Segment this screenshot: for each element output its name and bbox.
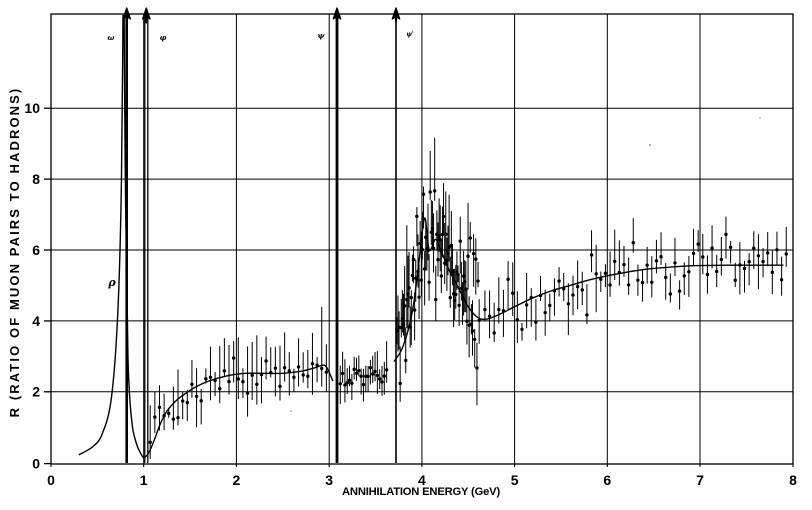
svg-text:0: 0: [32, 456, 40, 472]
svg-text:2: 2: [32, 384, 40, 400]
svg-text:ω: ω: [107, 33, 114, 42]
svg-text:1: 1: [140, 472, 148, 488]
svg-text:R (RATIO OF MUON PAIRS TO HADR: R (RATIO OF MUON PAIRS TO HADRONS): [7, 87, 22, 418]
svg-text:8: 8: [32, 171, 40, 187]
svg-text:4: 4: [32, 313, 40, 329]
svg-text:0: 0: [47, 472, 55, 488]
svg-text:ψ: ψ: [317, 31, 325, 40]
svg-text:10: 10: [24, 100, 40, 116]
svg-text:5: 5: [511, 472, 519, 488]
svg-text:6: 6: [603, 472, 611, 488]
svg-text:ρ: ρ: [107, 276, 116, 289]
svg-text:6: 6: [32, 242, 40, 258]
svg-text:ANNIHILATION ENERGY (GeV): ANNIHILATION ENERGY (GeV): [342, 486, 501, 498]
svg-text:7: 7: [696, 472, 704, 488]
svg-text:2: 2: [233, 472, 241, 488]
svg-text:ψ': ψ': [406, 31, 414, 38]
svg-text:8: 8: [789, 472, 797, 488]
svg-text:φ: φ: [160, 33, 167, 42]
svg-text:3: 3: [325, 472, 333, 488]
